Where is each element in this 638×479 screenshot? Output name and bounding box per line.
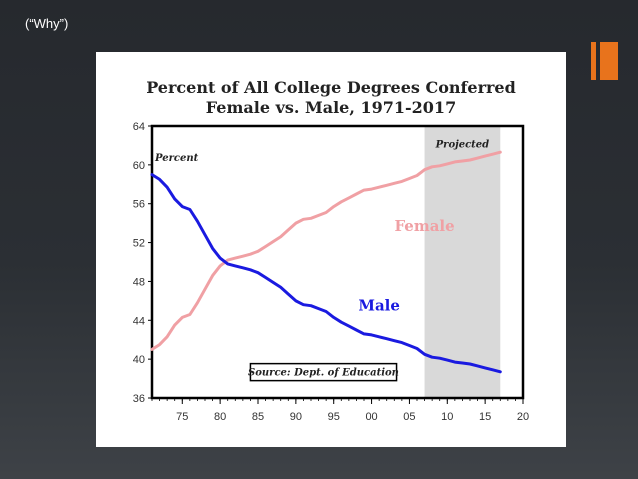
- y-tick-label: 36: [133, 393, 145, 405]
- projected-label: Projected: [435, 139, 490, 150]
- series-line-male: [150, 173, 502, 374]
- x-tick-label: 10: [441, 411, 453, 423]
- y-tick-label: 52: [133, 238, 145, 250]
- unit-annotation: Percent: [154, 153, 199, 164]
- accent-bars: [591, 42, 618, 80]
- projected-region: [424, 126, 501, 398]
- series-label-male: Male: [358, 297, 400, 315]
- series-label-female: Female: [394, 217, 454, 235]
- x-tick-label: 85: [252, 411, 264, 423]
- series-line-female: [150, 150, 502, 351]
- x-tick-label: 00: [365, 411, 377, 423]
- chart-subtitle: Female vs. Male, 1971-2017: [205, 98, 457, 117]
- x-tick-label: 95: [328, 411, 340, 423]
- y-tick-label: 48: [133, 276, 145, 288]
- x-tick-label: 05: [403, 411, 415, 423]
- accent-bar-thin: [591, 42, 596, 80]
- x-tick-label: 20: [517, 411, 529, 423]
- accent-bar-wide: [600, 42, 618, 80]
- chart-title: Percent of All College Degrees Conferred: [146, 78, 516, 97]
- chart-figure: Percent of All College Degrees Conferred…: [96, 52, 566, 447]
- source-box: [249, 362, 398, 382]
- y-tick-label: 60: [133, 160, 145, 172]
- source-label: Source: Dept. of Education: [248, 368, 399, 379]
- slide-caption: (“Why”): [25, 16, 69, 31]
- y-tick-label: 56: [133, 199, 145, 211]
- plot-frame: [150, 124, 525, 400]
- x-tick-label: 75: [176, 411, 188, 423]
- y-tick-label: 44: [133, 315, 145, 327]
- y-tick-label: 40: [133, 354, 145, 366]
- x-tick-label: 80: [214, 411, 226, 423]
- x-tick-label: 90: [290, 411, 302, 423]
- y-tick-label: 64: [133, 121, 145, 133]
- x-tick-label: 15: [479, 411, 491, 423]
- chart-svg: 36 40 44 48 52 56 60 64 75 80 85 90 95 00 05 10 15 20 Fema…: [133, 121, 529, 423]
